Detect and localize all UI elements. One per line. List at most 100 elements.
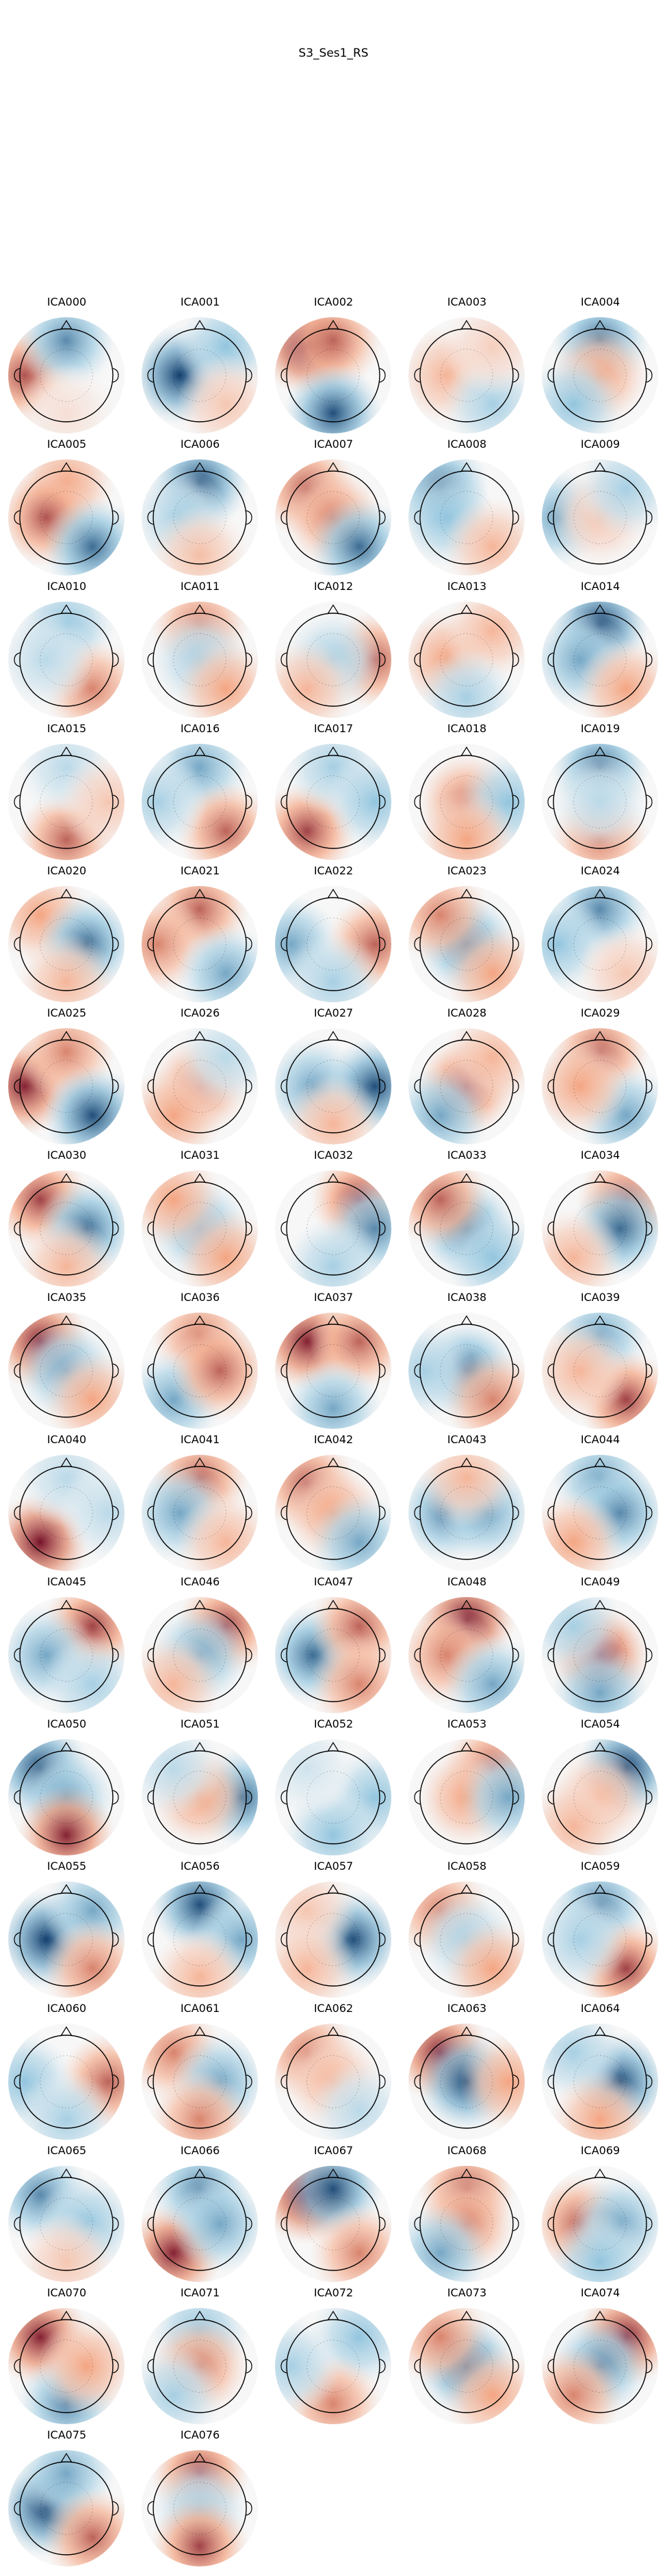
topomap-blob xyxy=(16,364,116,433)
head-outline xyxy=(19,1324,114,1418)
head-outline xyxy=(153,1039,247,1133)
component-label: ICA071 xyxy=(180,2286,220,2299)
nose-outline xyxy=(327,746,339,757)
head-outline xyxy=(553,470,647,565)
left-ear-outline xyxy=(14,652,21,667)
topomap xyxy=(8,1170,125,1287)
contour-line xyxy=(173,2055,226,2108)
topomap-blob xyxy=(283,364,383,433)
topomap-cell: ICA000 xyxy=(0,295,133,438)
contour-line xyxy=(306,1771,360,1824)
topomap-blob xyxy=(170,1321,258,1421)
head-outline xyxy=(153,2461,247,2555)
component-label: ICA008 xyxy=(447,438,487,451)
component-label: ICA064 xyxy=(580,2002,620,2015)
topomap-cell: ICA062 xyxy=(267,2002,400,2144)
topomap-cell: ICA037 xyxy=(267,1291,400,1433)
nose-outline xyxy=(594,461,606,472)
topomap xyxy=(142,1881,258,1998)
contour-line xyxy=(173,491,226,544)
contour-line xyxy=(573,349,627,402)
left-ear-outline xyxy=(280,2074,287,2089)
component-label: ICA051 xyxy=(180,1717,220,1730)
head-outline xyxy=(153,2319,247,2413)
head-outline xyxy=(553,2177,647,2271)
nose-outline xyxy=(460,1315,473,1326)
contour-line xyxy=(40,1771,93,1824)
component-label: ICA055 xyxy=(47,1860,87,1873)
topomap-cell: ICA074 xyxy=(534,2286,667,2428)
right-ear-outline xyxy=(512,1932,519,1947)
contour-line xyxy=(306,1202,360,1255)
nose-outline xyxy=(194,461,206,472)
component-label: ICA048 xyxy=(447,1575,487,1588)
head-outline xyxy=(553,1892,647,1987)
left-ear-outline xyxy=(14,1079,21,1094)
component-label: ICA050 xyxy=(47,1717,87,1730)
component-label: ICA010 xyxy=(47,580,87,593)
left-ear-outline xyxy=(147,1790,154,1805)
right-ear-outline xyxy=(379,1505,386,1520)
topomap xyxy=(408,2308,525,2424)
nose-outline xyxy=(327,1030,339,1041)
left-ear-outline xyxy=(147,937,154,952)
right-ear-outline xyxy=(112,368,119,383)
right-ear-outline xyxy=(646,652,653,667)
topomap-blob xyxy=(458,2032,525,2132)
contour-line xyxy=(173,1486,226,1540)
topomap-cell: ICA012 xyxy=(267,580,400,722)
nose-outline xyxy=(60,2310,73,2321)
nose-outline xyxy=(194,1741,206,1752)
right-ear-outline xyxy=(246,1221,252,1236)
contour-line xyxy=(573,1913,627,1966)
topomap-cell: ICA016 xyxy=(133,722,267,864)
left-ear-outline xyxy=(547,937,554,952)
contour-line xyxy=(173,1202,226,1255)
head-outline xyxy=(286,1892,380,1987)
contour-line xyxy=(40,2197,93,2251)
left-ear-outline xyxy=(280,1505,287,1520)
nose-outline xyxy=(60,604,73,615)
right-ear-outline xyxy=(246,1363,252,1378)
component-label: ICA038 xyxy=(447,1291,487,1304)
nose-outline xyxy=(327,1315,339,1326)
topomap-cell: ICA073 xyxy=(400,2286,534,2428)
nose-outline xyxy=(460,2310,473,2321)
contour-line xyxy=(573,2339,627,2393)
component-label: ICA035 xyxy=(47,1291,87,1304)
topomap-cell: ICA013 xyxy=(400,580,534,722)
topomap-cell: ICA028 xyxy=(400,1006,534,1149)
right-ear-outline xyxy=(379,1648,386,1663)
topomap-cell: ICA002 xyxy=(267,295,400,438)
topomap-blob xyxy=(283,1075,383,1144)
topomap-blob xyxy=(150,2070,250,2140)
topomap-cell: ICA075 xyxy=(0,2428,133,2571)
component-label: ICA007 xyxy=(313,438,354,451)
left-ear-outline xyxy=(414,937,421,952)
topomap-cell: ICA050 xyxy=(0,1717,133,1860)
nose-outline xyxy=(594,319,606,330)
left-ear-outline xyxy=(14,937,21,952)
contour-line xyxy=(306,2197,360,2251)
right-ear-outline xyxy=(246,1790,252,1805)
nose-outline xyxy=(194,1315,206,1326)
left-ear-outline xyxy=(280,368,287,383)
head-outline xyxy=(419,897,514,991)
right-ear-outline xyxy=(379,1932,386,1947)
right-ear-outline xyxy=(646,1363,653,1378)
contour-line xyxy=(173,1913,226,1966)
right-ear-outline xyxy=(112,510,119,525)
contour-line xyxy=(440,1202,493,1255)
head-outline xyxy=(553,897,647,991)
contour-line xyxy=(440,491,493,544)
contour-line xyxy=(40,1202,93,1255)
topomap xyxy=(542,744,658,860)
head-outline xyxy=(553,613,647,707)
right-ear-outline xyxy=(112,1648,119,1663)
topomap-cell: ICA003 xyxy=(400,295,534,438)
component-label: ICA016 xyxy=(180,722,220,735)
component-label: ICA024 xyxy=(580,864,620,877)
topomap-cell: ICA011 xyxy=(133,580,267,722)
contour-line xyxy=(306,633,360,686)
topomap-blob xyxy=(150,506,250,576)
